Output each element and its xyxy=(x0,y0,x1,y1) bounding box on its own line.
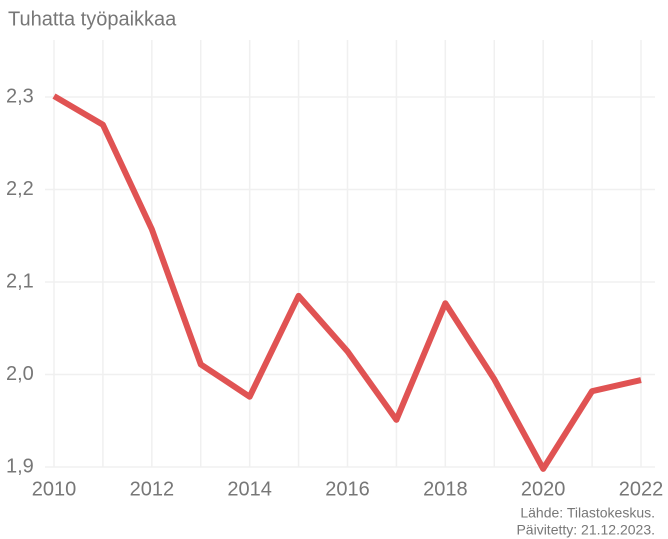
y-tick-label: 1,9 xyxy=(6,455,34,477)
line xyxy=(52,93,642,472)
chart-title: Tuhatta työpaikkaa xyxy=(8,8,177,30)
x-tick-label: 2018 xyxy=(423,478,468,500)
x-tick-label: 2020 xyxy=(521,478,566,500)
x-tick-label: 2016 xyxy=(325,478,370,500)
y-tick-label: 2,0 xyxy=(6,363,34,385)
y-tick-label: 2,2 xyxy=(6,178,34,200)
updated: Päivitetty: 21.12.2023. xyxy=(516,522,655,538)
y-tick-label: 2,3 xyxy=(6,85,34,107)
x-tick-label: 2012 xyxy=(130,478,175,500)
y-tick-label: 2,1 xyxy=(6,270,34,292)
source: Lähde: Tilastokeskus. xyxy=(520,505,655,521)
x-tick-label: 2022 xyxy=(619,478,664,500)
x-tick-label: 2014 xyxy=(227,478,272,500)
x-tick-label: 2010 xyxy=(32,478,77,500)
